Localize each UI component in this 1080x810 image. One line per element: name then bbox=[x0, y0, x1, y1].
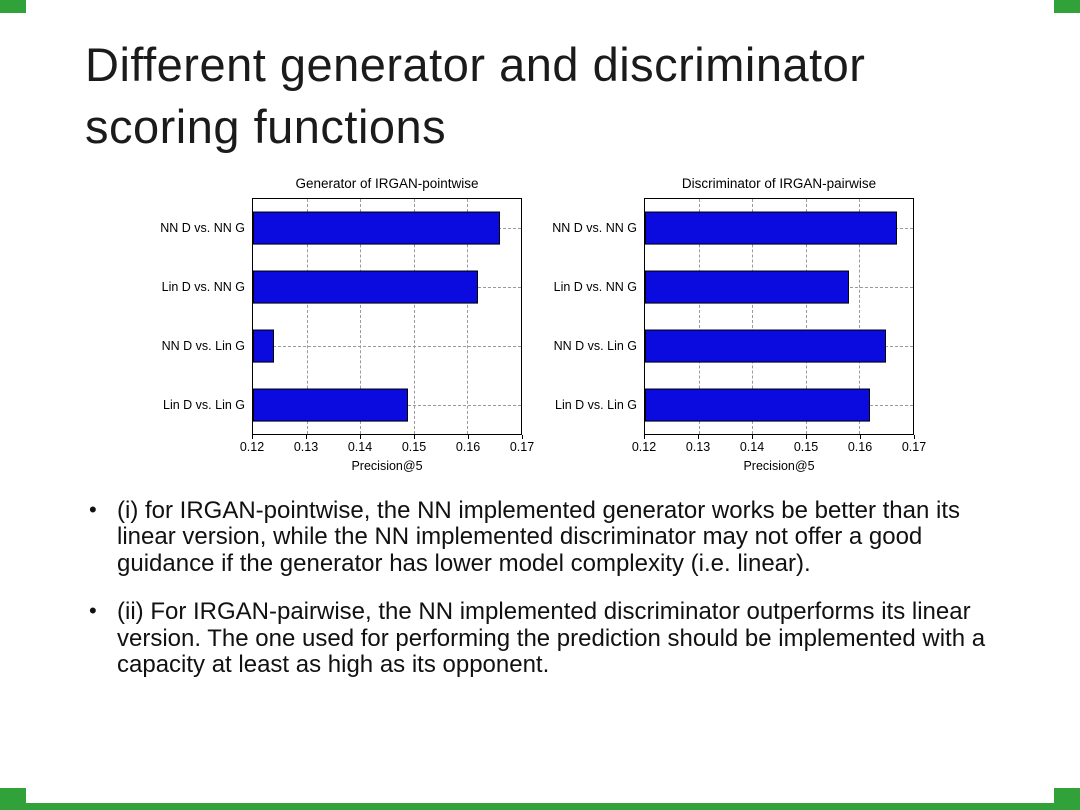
green-bottom-strip bbox=[0, 803, 1080, 810]
x-tick-label: 0.15 bbox=[401, 440, 427, 454]
x-tick-mark bbox=[752, 435, 753, 439]
x-axis-label: Precision@5 bbox=[743, 459, 815, 473]
y-tick-label: NN D vs. NN G bbox=[552, 220, 637, 235]
bar bbox=[645, 270, 849, 304]
y-axis-labels: NN D vs. NN G Lin D vs. NN G NN D vs. Lin … bbox=[160, 198, 252, 435]
y-tick-label: Lin D vs. Lin G bbox=[555, 398, 637, 413]
x-tick-label: 0.14 bbox=[347, 440, 373, 454]
x-tick-mark bbox=[522, 435, 523, 439]
bar-row bbox=[645, 258, 913, 317]
x-tick-label: 0.14 bbox=[739, 440, 765, 454]
vertical-gridline bbox=[360, 199, 362, 434]
chart-body: NN D vs. NN G Lin D vs. NN G NN D vs. Lin … bbox=[552, 198, 926, 473]
green-corner-top-left bbox=[0, 0, 26, 13]
bar-row bbox=[253, 258, 521, 317]
y-tick-label: NN D vs. NN G bbox=[160, 220, 245, 235]
x-axis-ticks: 0.12 0.13 0.14 0.15 0.16 0.17 bbox=[240, 435, 534, 457]
vertical-gridline bbox=[859, 199, 861, 434]
chart-discriminator-pairwise: Discriminator of IRGAN-pairwise NN D vs. … bbox=[552, 176, 926, 473]
y-tick-label: Lin D vs. NN G bbox=[161, 279, 245, 294]
bar-row bbox=[253, 317, 521, 376]
x-tick-mark bbox=[414, 435, 415, 439]
vertical-gridline bbox=[805, 199, 807, 434]
bar-row bbox=[645, 375, 913, 434]
y-tick-label: Lin D vs. NN G bbox=[553, 279, 637, 294]
chart-title: Generator of IRGAN-pointwise bbox=[295, 176, 479, 191]
x-tick-mark bbox=[360, 435, 361, 439]
x-tick-label: 0.17 bbox=[901, 440, 927, 454]
bar bbox=[253, 270, 479, 304]
chart-body: NN D vs. NN G Lin D vs. NN G NN D vs. Lin … bbox=[160, 198, 534, 473]
x-tick-label: 0.17 bbox=[509, 440, 535, 454]
plot-column: 0.12 0.13 0.14 0.15 0.16 0.17 Precision@5 bbox=[632, 198, 926, 473]
vertical-gridline bbox=[413, 199, 415, 434]
plot-area bbox=[644, 198, 914, 435]
x-tick-mark bbox=[806, 435, 807, 439]
bar-row bbox=[645, 317, 913, 376]
vertical-gridline bbox=[306, 199, 308, 434]
y-tick-label: Lin D vs. Lin G bbox=[163, 398, 245, 413]
bullet-item-1: (i) for IRGAN-pointwise, the NN implemen… bbox=[85, 497, 1005, 577]
horizontal-gridline bbox=[253, 345, 521, 347]
green-corner-top-right bbox=[1054, 0, 1080, 13]
chart-title: Discriminator of IRGAN-pairwise bbox=[681, 176, 877, 191]
bar-row bbox=[253, 199, 521, 258]
chart-generator-pointwise: Generator of IRGAN-pointwise NN D vs. NN … bbox=[160, 176, 534, 473]
bullet-list: (i) for IRGAN-pointwise, the NN implemen… bbox=[85, 497, 1005, 700]
x-tick-label: 0.12 bbox=[239, 440, 265, 454]
x-tick-mark bbox=[698, 435, 699, 439]
x-tick-mark bbox=[644, 435, 645, 439]
slide-title: Different generator and discriminator sc… bbox=[85, 38, 866, 154]
bar bbox=[253, 388, 409, 422]
y-tick-label: NN D vs. Lin G bbox=[553, 339, 637, 354]
x-tick-label: 0.16 bbox=[455, 440, 481, 454]
charts-row: Generator of IRGAN-pointwise NN D vs. NN … bbox=[160, 176, 926, 473]
bar-row bbox=[253, 375, 521, 434]
bar bbox=[645, 329, 887, 363]
vertical-gridline bbox=[698, 199, 700, 434]
plot-column: 0.12 0.13 0.14 0.15 0.16 0.17 Precision@5 bbox=[240, 198, 534, 473]
x-tick-mark bbox=[306, 435, 307, 439]
x-tick-mark bbox=[860, 435, 861, 439]
bar bbox=[253, 211, 500, 245]
x-tick-mark bbox=[914, 435, 915, 439]
bullet-item-2: (ii) For IRGAN-pairwise, the NN implemen… bbox=[85, 598, 1005, 678]
x-tick-label: 0.15 bbox=[793, 440, 819, 454]
bar bbox=[645, 211, 897, 245]
plot-area bbox=[252, 198, 522, 435]
y-tick-label: NN D vs. Lin G bbox=[161, 339, 245, 354]
vertical-gridline bbox=[467, 199, 469, 434]
x-tick-label: 0.16 bbox=[847, 440, 873, 454]
x-tick-label: 0.12 bbox=[631, 440, 657, 454]
bar bbox=[253, 329, 275, 363]
vertical-gridline bbox=[752, 199, 754, 434]
x-axis-ticks: 0.12 0.13 0.14 0.15 0.16 0.17 bbox=[632, 435, 926, 457]
x-tick-label: 0.13 bbox=[293, 440, 319, 454]
bar bbox=[645, 388, 871, 422]
x-tick-label: 0.13 bbox=[685, 440, 711, 454]
x-tick-mark bbox=[468, 435, 469, 439]
x-tick-mark bbox=[252, 435, 253, 439]
x-axis-label: Precision@5 bbox=[351, 459, 423, 473]
bar-row bbox=[645, 199, 913, 258]
y-axis-labels: NN D vs. NN G Lin D vs. NN G NN D vs. Lin … bbox=[552, 198, 644, 435]
